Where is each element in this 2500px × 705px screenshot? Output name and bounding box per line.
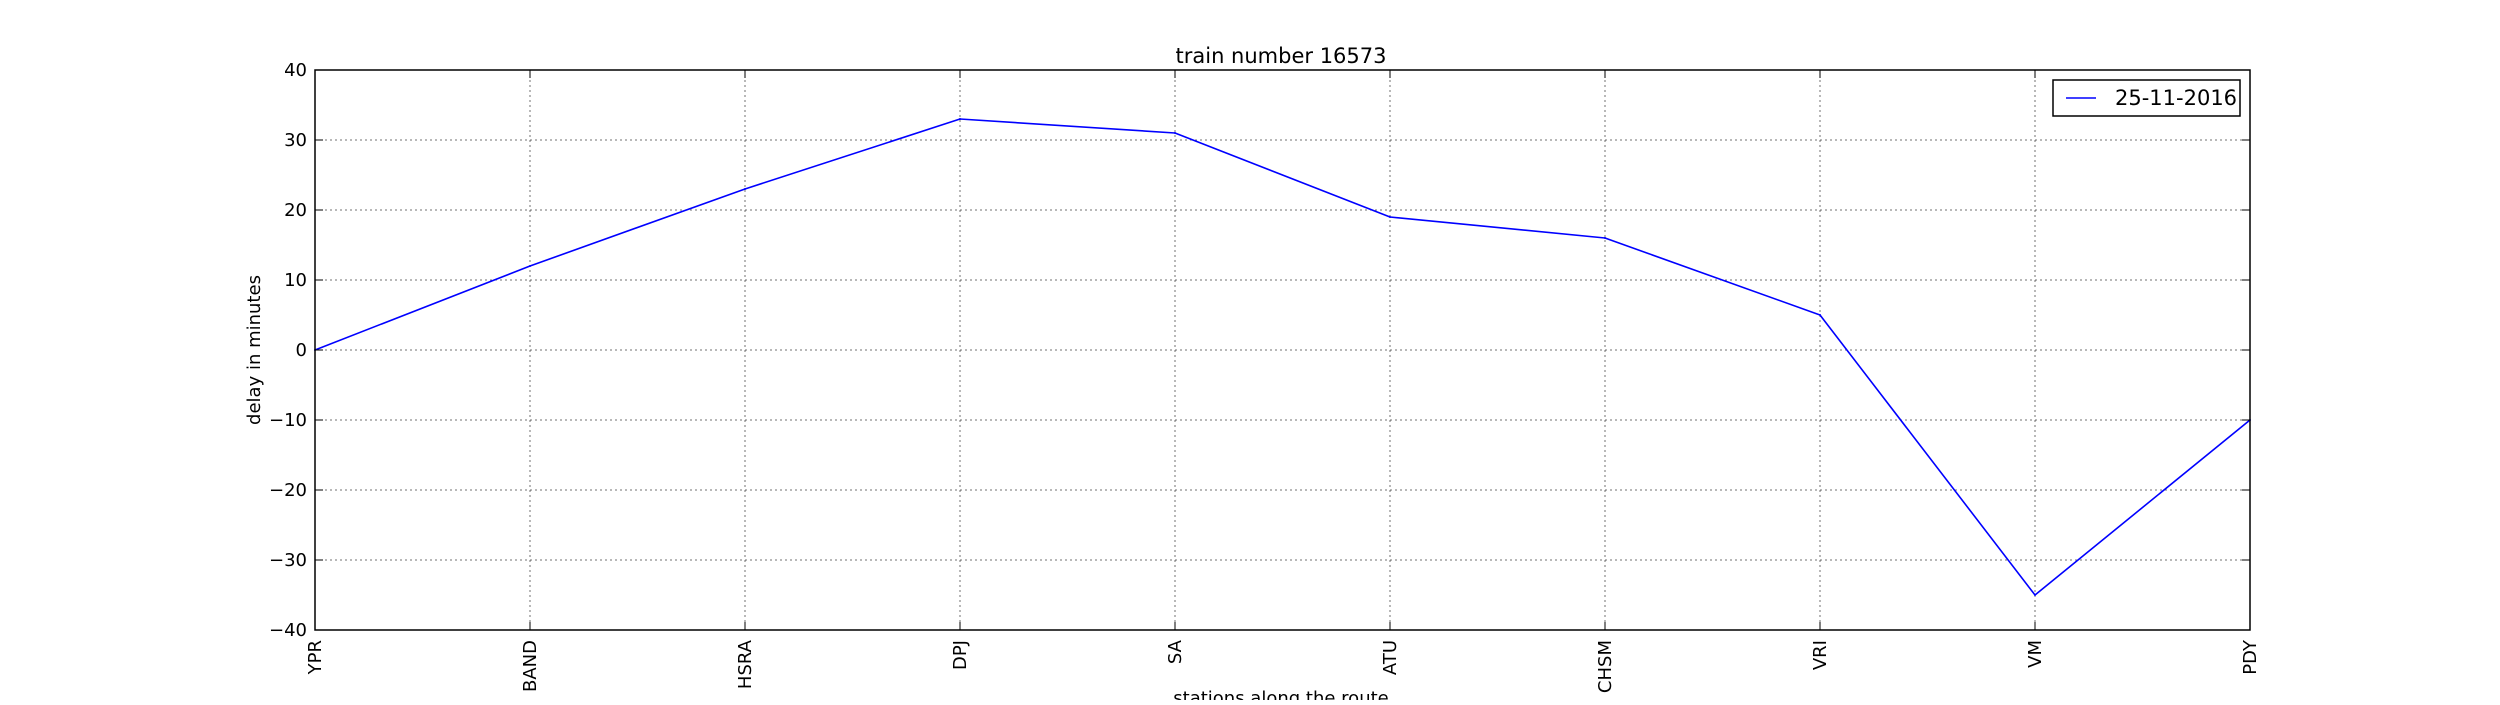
grid-layer	[315, 70, 2250, 630]
y-axis-label: delay in minutes	[244, 275, 265, 425]
y-tick-label: −10	[269, 410, 307, 431]
y-tick-label: −30	[269, 550, 307, 571]
y-tick-label: 40	[284, 60, 307, 81]
data-point	[1604, 237, 1606, 239]
x-tick-label: SA	[1165, 639, 1186, 664]
x-tick-label: HSRA	[735, 639, 756, 689]
series-line	[314, 118, 2251, 596]
x-tick-label: YPR	[305, 640, 326, 675]
data-point	[1819, 314, 1821, 316]
data-point	[959, 118, 961, 120]
x-tick-label: ATU	[1380, 640, 1401, 675]
x-tick-label: VRI	[1810, 640, 1831, 670]
data-point	[529, 265, 531, 267]
data-point	[1389, 216, 1391, 218]
x-tick-label: DPJ	[950, 640, 971, 670]
y-tick-label: −40	[269, 620, 307, 641]
legend-label: 25-11-2016	[2115, 86, 2237, 110]
y-tick-label: −20	[269, 480, 307, 501]
x-tick-label: CHSM	[1595, 640, 1616, 693]
x-tick-label: VM	[2025, 640, 2046, 668]
y-tick-label: 30	[284, 130, 307, 151]
tick-layer: YPR BAND HSRA DPJ SA ATU CHSM VRI VM PDY 40 30 20 10 0…	[269, 60, 2261, 693]
data-point	[2034, 594, 2036, 596]
x-axis-label: stations along the route	[1173, 688, 1388, 700]
x-tick-label: BAND	[520, 640, 541, 692]
data-point	[744, 188, 746, 190]
legend: 25-11-2016	[2052, 79, 2241, 117]
data-point	[1174, 132, 1176, 134]
y-tick-label: 0	[296, 340, 307, 361]
x-tick-label: PDY	[2240, 639, 2261, 675]
y-tick-label: 10	[284, 270, 307, 291]
chart-title: train number 16573	[1176, 44, 1387, 68]
y-tick-label: 20	[284, 200, 307, 221]
